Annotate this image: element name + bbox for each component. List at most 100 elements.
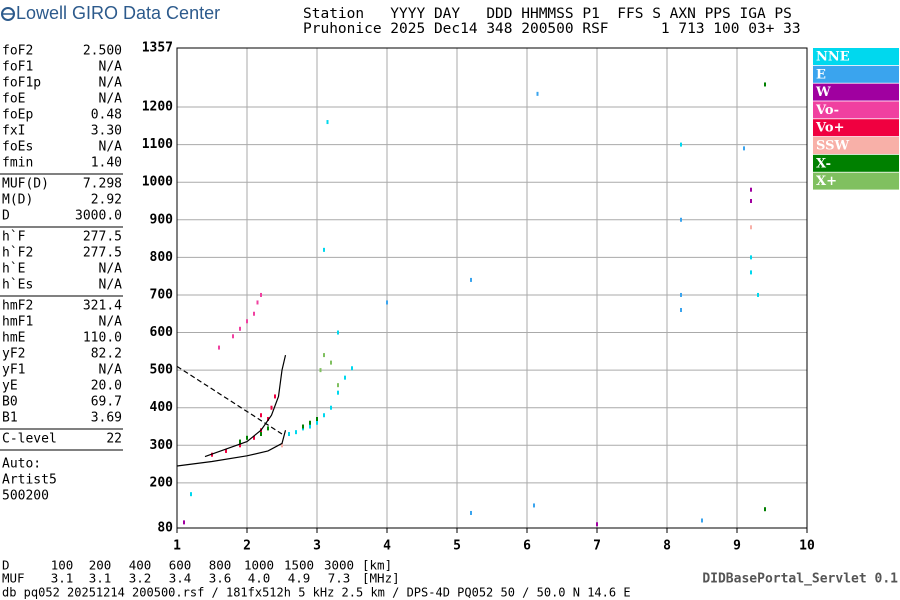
y-tick-label: 700 xyxy=(150,287,174,302)
echo-point xyxy=(750,225,752,230)
param-name: foF2 xyxy=(2,44,33,59)
legend-label: SSW xyxy=(816,139,849,154)
table-label: MUF xyxy=(2,571,25,586)
echo-point xyxy=(225,448,227,453)
param-name: foEs xyxy=(2,140,33,155)
param-name: hmF2 xyxy=(2,299,33,314)
param-name: B1 xyxy=(2,411,18,426)
echo-point xyxy=(288,432,290,437)
echo-point xyxy=(750,255,752,260)
legend-label: X+ xyxy=(816,174,837,189)
table-value: 1000 xyxy=(244,558,274,573)
table-unit: [km] xyxy=(362,558,392,573)
legend-swatch xyxy=(813,172,899,190)
echo-point xyxy=(470,277,472,282)
param-value: 1.40 xyxy=(91,156,122,171)
echo-point xyxy=(239,439,241,444)
table-value: 4.9 xyxy=(288,571,311,586)
echo-point xyxy=(267,416,269,421)
legend-swatch xyxy=(813,119,899,137)
echo-point xyxy=(274,394,276,399)
table-value: 3000 xyxy=(324,558,354,573)
echo-point xyxy=(239,326,241,331)
y-tick-label: 400 xyxy=(150,400,174,415)
profile-line xyxy=(176,365,283,435)
echo-point xyxy=(701,518,703,523)
param-name: yF1 xyxy=(2,363,25,378)
table-value: 3.6 xyxy=(209,571,232,586)
servlet: DIDBasePortal_Servlet 0.1 xyxy=(702,572,898,587)
echo-point xyxy=(750,270,752,275)
echo-point xyxy=(470,510,472,515)
param-value: 2.92 xyxy=(91,193,122,208)
param-name: M(D) xyxy=(2,193,33,208)
echo-point xyxy=(533,503,535,508)
table-value: 3.4 xyxy=(169,571,192,586)
echo-point xyxy=(316,420,318,425)
param-name: foE xyxy=(2,92,25,107)
echo-point xyxy=(337,330,339,335)
param-value: 7.298 xyxy=(83,177,122,192)
echo-point xyxy=(246,435,248,440)
echo-point xyxy=(183,520,185,525)
x-tick-label: 5 xyxy=(453,539,461,554)
file-info: db pq052 20251214 200500.rsf / 181fx512h… xyxy=(2,586,631,600)
echo-point xyxy=(386,300,388,305)
y-tick-label: 500 xyxy=(150,363,174,378)
header-line: Station YYYY DAY DDD HHMMSS P1 FFS S AXN… xyxy=(303,6,792,22)
y-tick-label: 1200 xyxy=(142,100,173,115)
table-value: 7.3 xyxy=(328,571,351,586)
param-name: yF2 xyxy=(2,347,25,362)
echo-point xyxy=(256,300,259,305)
echo-point xyxy=(253,435,255,440)
param-name: foF1 xyxy=(2,60,33,75)
echo-point xyxy=(757,292,759,297)
auto-text: Artist5 xyxy=(2,473,57,488)
logo xyxy=(1,7,15,21)
echo-point xyxy=(326,120,329,125)
echo-point xyxy=(218,345,220,350)
echo-point xyxy=(232,334,234,339)
echo-point xyxy=(750,198,752,203)
table-value: 200 xyxy=(89,558,112,573)
param-name: foF1p xyxy=(2,76,41,91)
param-value: 321.4 xyxy=(83,299,122,314)
y-tick-label: 800 xyxy=(150,250,174,265)
auto-text: 500200 xyxy=(2,489,49,504)
echo-point xyxy=(536,91,539,96)
echo-point xyxy=(596,522,598,527)
legend-label: Vo- xyxy=(815,103,839,118)
echo-point xyxy=(246,319,248,324)
echo-point xyxy=(260,292,262,297)
echo-point xyxy=(319,368,322,373)
legend-label: E xyxy=(816,67,826,82)
echo-point xyxy=(680,142,682,147)
param-name: B0 xyxy=(2,395,18,410)
table-label: D xyxy=(2,558,10,573)
param-name: MUF(D) xyxy=(2,177,49,192)
table-value: 600 xyxy=(169,558,192,573)
param-value: N/A xyxy=(99,92,123,107)
param-name: C-level xyxy=(2,432,57,447)
param-name: hmF1 xyxy=(2,315,33,330)
param-name: yE xyxy=(2,379,18,394)
y-tick-label: 1100 xyxy=(142,137,173,152)
param-value: 3.69 xyxy=(91,411,122,426)
table-value: 3.2 xyxy=(129,571,152,586)
echo-point xyxy=(680,307,682,312)
echo-point xyxy=(323,413,325,418)
x-tick-label: 9 xyxy=(733,539,741,554)
echo-point xyxy=(330,405,332,410)
param-value: N/A xyxy=(99,60,123,75)
param-value: N/A xyxy=(99,315,123,330)
param-value: 22 xyxy=(106,432,122,447)
param-value: N/A xyxy=(99,76,123,91)
auto-text: Auto: xyxy=(2,457,41,472)
y-tick-label: 1357 xyxy=(142,41,173,56)
legend-label: W xyxy=(815,85,831,100)
param-name: fxI xyxy=(2,124,25,139)
param-value: 0.48 xyxy=(91,108,122,123)
echo-point xyxy=(253,311,255,316)
